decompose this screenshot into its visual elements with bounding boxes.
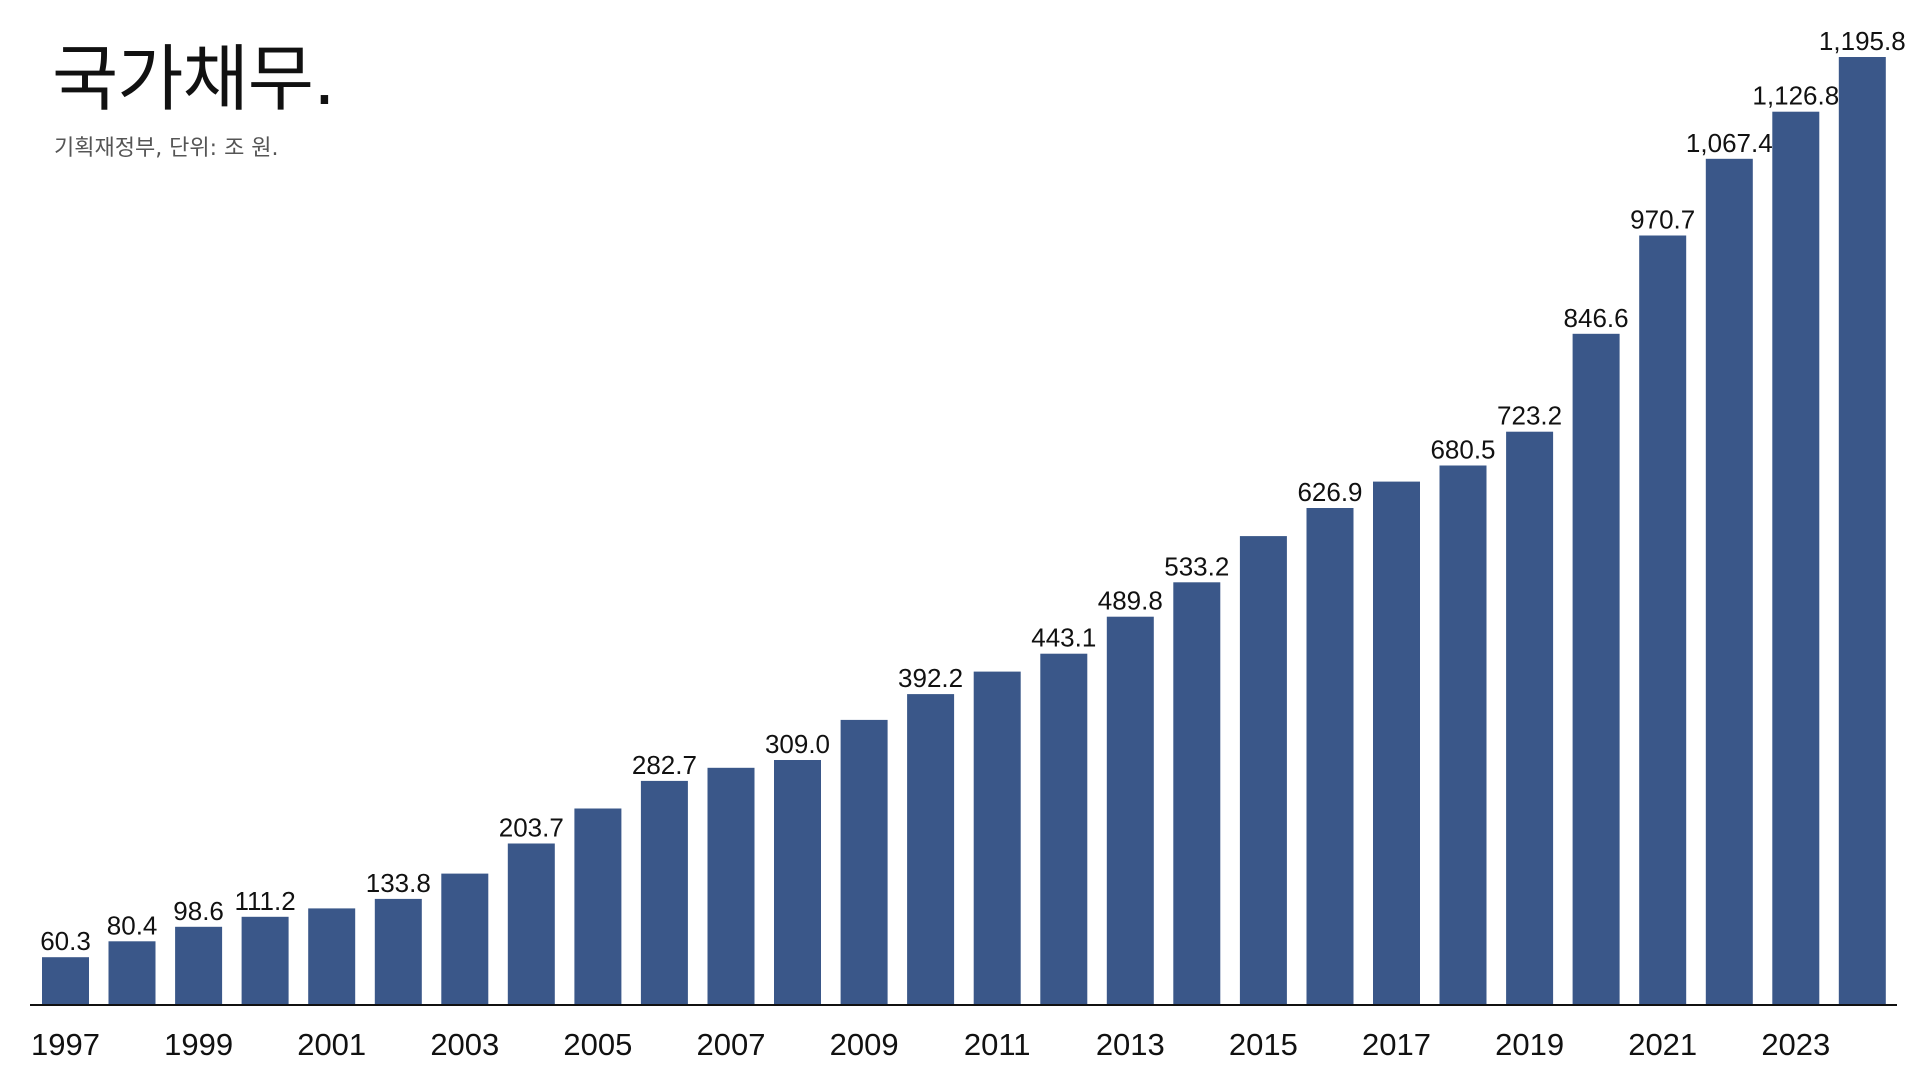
data-label-1999: 98.6 [173,896,224,926]
bar-1998 [108,941,156,1005]
x-tick-label-2015: 2015 [1229,1027,1298,1062]
bar-2010 [907,694,955,1005]
data-label-2013: 489.8 [1098,586,1163,616]
bar-2007 [707,767,755,1005]
x-tick-labels-group: 1997 1999 2001 2003 2005 2007 2009 2011 2013 2015… [31,1027,1830,1062]
data-label-2019: 723.2 [1497,401,1562,431]
x-tick-label-2013: 2013 [1096,1027,1165,1062]
bars-group [42,57,1886,1006]
data-label-2016: 626.9 [1297,477,1362,507]
x-tick-label-2005: 2005 [563,1027,632,1062]
data-label-2008: 309.0 [765,729,830,759]
bar-2016 [1306,508,1354,1005]
bar-2004 [507,843,555,1005]
x-tick-label-2007: 2007 [697,1027,766,1062]
x-tick-label-2003: 2003 [430,1027,499,1062]
bar-2001 [308,908,356,1005]
chart-title: 국가채무. [52,37,336,121]
data-label-2024: 1,195.8 [1819,26,1906,56]
data-label-2020: 846.6 [1564,303,1629,333]
chart-subtitle: 기획재정부, 단위: 조 원. [54,136,279,161]
data-label-1998: 80.4 [107,910,158,940]
x-tick-label-1999: 1999 [164,1027,233,1062]
bar-2018 [1439,465,1487,1005]
bar-1999 [175,926,223,1005]
bar-2003 [441,873,489,1005]
data-label-2002: 133.8 [366,868,431,898]
data-label-1997: 60.3 [40,926,91,956]
bar-2000 [241,916,289,1005]
bar-2015 [1239,536,1287,1005]
bar-2009 [840,719,888,1005]
data-labels-group: 60.3 80.4 98.6 111.2 133.8 203.7 282.7 309.0 392… [40,26,1905,956]
bar-2006 [640,780,688,1005]
bar-2021 [1639,235,1687,1005]
data-label-2014: 533.2 [1164,551,1229,581]
bar-2019 [1506,431,1554,1005]
bar-2020 [1572,333,1620,1005]
data-label-2004: 203.7 [499,813,564,843]
x-tick-label-2009: 2009 [830,1027,899,1062]
data-label-2022: 1,067.4 [1686,128,1773,158]
data-label-2010: 392.2 [898,663,963,693]
x-tick-label-2021: 2021 [1628,1027,1697,1062]
bar-1997 [42,957,89,1005]
x-tick-label-2017: 2017 [1362,1027,1431,1062]
x-tick-label-2019: 2019 [1495,1027,1564,1062]
bar-2013 [1106,616,1154,1005]
bar-2024 [1838,57,1886,1005]
data-label-2023: 1,126.8 [1752,81,1839,111]
data-label-2006: 282.7 [632,750,697,780]
x-tick-label-1997: 1997 [31,1027,100,1062]
x-tick-label-2011: 2011 [964,1027,1031,1062]
bar-2008 [774,760,821,1005]
bar-2014 [1173,582,1221,1005]
bar-2011 [973,671,1021,1005]
bar-2012 [1040,653,1088,1005]
bar-2002 [374,898,422,1005]
bar-2017 [1373,481,1420,1006]
bar-2022 [1705,158,1753,1006]
data-label-2021: 970.7 [1630,205,1695,235]
data-label-2012: 443.1 [1031,623,1096,653]
data-label-2018: 680.5 [1430,435,1495,465]
x-tick-label-2023: 2023 [1761,1027,1830,1062]
bar-2023 [1772,111,1820,1005]
data-label-2000: 111.2 [234,886,295,916]
x-tick-label-2001: 2001 [297,1027,366,1062]
bar-2005 [574,808,622,1005]
